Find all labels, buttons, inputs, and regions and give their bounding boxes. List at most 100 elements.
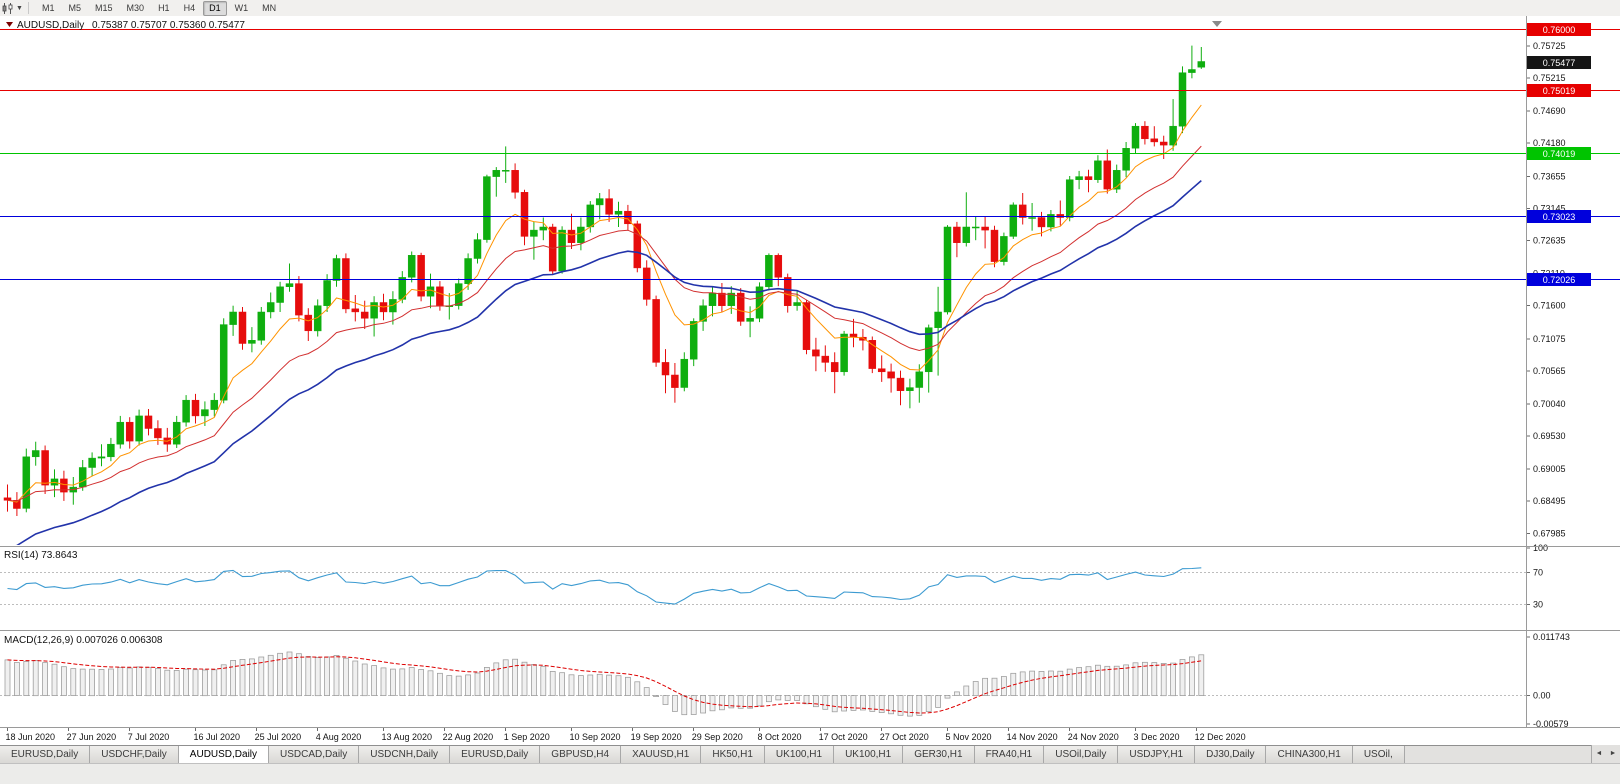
timeframe-button-m15[interactable]: M15 (95, 2, 113, 13)
candle-down (1018, 204, 1027, 218)
macd-histogram-bar (719, 695, 725, 711)
candle-up (727, 292, 736, 306)
chart-tab-usoil-daily[interactable]: USOil,Daily (1044, 746, 1119, 764)
macd-histogram-bar (352, 660, 359, 697)
macd-histogram-bar (841, 695, 847, 712)
timeframe-button-m1[interactable]: M1 (42, 2, 55, 13)
chart-title-marker-icon (6, 22, 13, 27)
chart-tab-fra40-h1[interactable]: FRA40,H1 (974, 746, 1045, 764)
macd-histogram-bar (737, 695, 744, 709)
macd-histogram-bar (700, 695, 706, 714)
candle-down (417, 255, 425, 297)
timeframe-button-d1[interactable]: D1 (203, 0, 227, 16)
macd-histogram-bar (766, 695, 772, 703)
macd-histogram-bar (578, 675, 584, 696)
macd-histogram-bar (343, 657, 349, 697)
candle-up (530, 229, 538, 237)
candle-down (821, 355, 830, 363)
chart-tab-china300-h1[interactable]: CHINA300,H1 (1266, 746, 1353, 764)
macd-histogram-bar (662, 695, 669, 705)
chart-tab-audusd-daily[interactable]: AUDUSD,Daily (178, 746, 270, 764)
chart-tab-gbpusd-h4[interactable]: GBPUSD,H4 (540, 746, 622, 764)
candle-up (464, 258, 472, 284)
chart-tab-dj30-daily[interactable]: DJ30,Daily (1195, 746, 1267, 764)
candle-down (548, 226, 557, 272)
rsi-line (7, 567, 1202, 605)
chart-tab-usdjpy-h1[interactable]: USDJPY,H1 (1118, 746, 1196, 764)
chart-tab-eurusd-daily[interactable]: EURUSD,Daily (450, 746, 541, 764)
chart-canvas[interactable]: 0.75725 0.75215 0.74690 0.74180 0.73655 0.731… (0, 16, 1620, 745)
macd-histogram-bar (399, 668, 406, 696)
chart-type-icon[interactable] (0, 1, 16, 15)
chart-tab-ger30-h1[interactable]: GER30,H1 (903, 746, 975, 764)
candle-down (981, 226, 989, 231)
price-level-label: 0.76000 (1543, 25, 1576, 35)
macd-histogram-bar (61, 666, 67, 696)
timeframe-button-h4[interactable]: H4 (183, 2, 196, 13)
macd-axis: 0.011743 0.00 -0.00579 (1526, 632, 1570, 729)
chart-tab-uk100-h1[interactable]: UK100,H1 (834, 746, 904, 764)
macd-histogram-bar (1142, 661, 1148, 696)
candle-up (31, 450, 40, 458)
macd-histogram-bar (173, 670, 180, 697)
date-label: 19 Sep 2020 (631, 732, 682, 742)
timeframe-button-mn[interactable]: MN (262, 2, 277, 13)
candle-up (210, 399, 219, 410)
candle-up (116, 421, 125, 445)
candle-up (971, 226, 980, 229)
candle-up (323, 280, 331, 306)
chart-tab-uk100-h1[interactable]: UK100,H1 (764, 746, 835, 764)
candle-down (642, 267, 651, 300)
macd-histogram-bar (1189, 656, 1195, 696)
timeframe-button-w1[interactable]: W1 (234, 2, 249, 13)
candle-down (304, 314, 313, 332)
chart-tab-usdchf-daily[interactable]: USDCHF,Daily (90, 746, 179, 764)
chart-tab-usdcad-daily[interactable]: USDCAD,Daily (269, 746, 360, 764)
price-tick-label: 0.75215 (1533, 73, 1566, 83)
macd-histogram-bar (1038, 671, 1045, 697)
chart-tab-usoil-[interactable]: USOil, (1352, 746, 1405, 764)
price-tick-label: 0.71075 (1533, 334, 1566, 344)
candle-up (558, 229, 566, 272)
macd-panel (0, 651, 1526, 717)
timeframe-button-m5[interactable]: M5 (68, 2, 82, 13)
current-price-label: 0.75477 (1543, 58, 1576, 68)
candle-down (1084, 176, 1093, 180)
chart-tab-eurusd-daily[interactable]: EURUSD,Daily (0, 746, 91, 764)
chart-tab-xauusd-h1[interactable]: XAUUSD,H1 (621, 746, 702, 764)
candle-up (699, 305, 707, 322)
chart-dropdown-caret-icon[interactable]: ▼ (16, 4, 23, 12)
macd-histogram-bar (615, 675, 622, 696)
date-label: 3 Dec 2020 (1134, 732, 1180, 742)
date-label: 13 Aug 2020 (382, 732, 433, 742)
candle-up (1094, 160, 1102, 180)
candle-up (1047, 214, 1055, 228)
timeframe-button-m30[interactable]: M30 (126, 2, 145, 13)
candle-up (201, 409, 209, 417)
macd-histogram-bar (361, 663, 368, 697)
tab-scroll-right-button[interactable]: ► (1609, 750, 1617, 757)
candle-down (351, 308, 360, 313)
tab-scroll-left-button[interactable]: ◄ (1595, 750, 1603, 757)
timeframe-button-h1[interactable]: H1 (158, 2, 170, 13)
price-tick-label: 0.72635 (1533, 236, 1566, 246)
candle-down (990, 229, 999, 262)
macd-histogram-bar (587, 674, 594, 696)
chart-tab-usdcnh-daily[interactable]: USDCNH,Daily (359, 746, 451, 764)
macd-histogram-bar (850, 695, 857, 711)
candle-up (915, 371, 924, 388)
candle-down (868, 340, 877, 369)
candle-down (125, 421, 134, 442)
price-level-box (1527, 210, 1591, 223)
candle-up (492, 170, 501, 177)
macd-histogram-bar (1123, 664, 1129, 696)
macd-histogram-bar (1132, 662, 1139, 696)
macd-histogram-bar (305, 656, 312, 696)
top-toolbar: ▼ M1 M5 M15 M30 H1 H4 D1 W1 MN (0, 0, 1620, 17)
macd-histogram-bar (963, 685, 970, 696)
macd-histogram-bar (89, 668, 95, 697)
candle-up (708, 292, 717, 306)
chart-tab-hk50-h1[interactable]: HK50,H1 (701, 746, 765, 764)
macd-histogram-bar (907, 695, 913, 717)
macd-histogram-bar (493, 662, 500, 696)
